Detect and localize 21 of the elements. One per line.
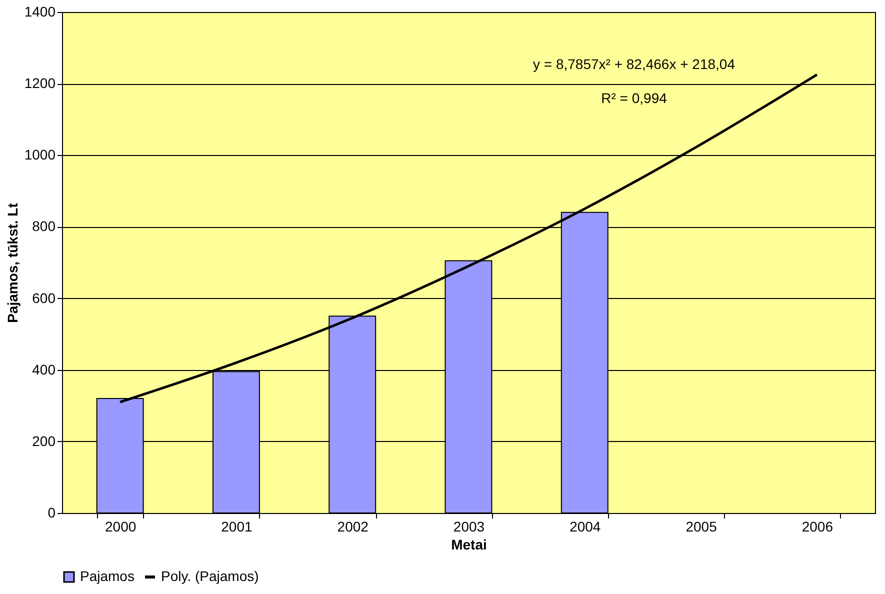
y-tick-label: 600 [32,290,56,306]
y-tick-label: 1200 [24,75,56,92]
y-axis-title: Pajamos, tūkst. Lt [4,202,20,323]
annotation: R² = 0,994 [601,90,668,106]
legend-label: Pajamos [80,568,134,584]
x-tick-label: 2005 [686,518,718,534]
y-tick-label: 1000 [24,146,56,163]
legend-label: Poly. (Pajamos) [161,568,259,584]
x-tick-label: 2006 [802,518,834,534]
y-tick-label: 0 [48,504,56,520]
annotation: y = 8,7857x² + 82,466x + 218,04 [533,56,736,72]
x-tick-label: 2001 [221,518,252,534]
x-tick-label: 2003 [453,518,485,534]
y-tick-label: 200 [32,432,56,449]
x-tick-label: 2000 [104,518,136,534]
y-tick-label: 800 [32,218,56,234]
x-tick-label: 2002 [337,518,369,534]
y-tick-label: 1400 [24,4,56,20]
x-tick-label: 2004 [570,518,601,534]
x-axis-title: Metai [451,536,487,552]
y-tick-label: 400 [32,361,56,378]
